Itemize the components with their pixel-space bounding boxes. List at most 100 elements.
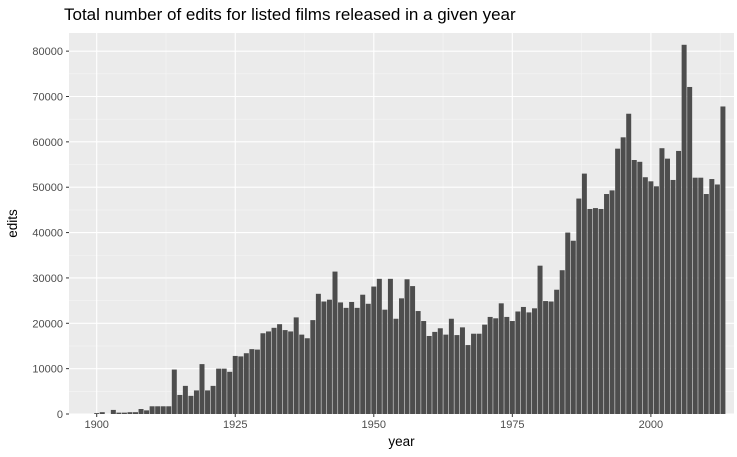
bar-1924: [227, 371, 233, 414]
bar-1910: [149, 406, 155, 414]
y-tick-label: 70000: [32, 92, 63, 104]
bar-1996: [626, 113, 632, 414]
bar-1919: [199, 364, 205, 414]
y-tick-label: 80000: [32, 46, 63, 58]
y-tick-label: 60000: [32, 137, 63, 149]
chart-title: Total number of edits for listed films r…: [64, 5, 516, 24]
bar-1982: [548, 301, 554, 414]
bar-1967: [465, 345, 471, 414]
bar-1932: [271, 327, 277, 414]
bar-1929: [254, 349, 260, 414]
bar-1977: [520, 306, 526, 414]
bar-1992: [604, 194, 610, 414]
bar-1945: [343, 307, 349, 414]
bar-2012: [714, 184, 720, 414]
bar-1964: [448, 318, 454, 414]
bar-1925: [232, 355, 238, 414]
bar-1971: [487, 316, 493, 414]
bar-1913: [166, 406, 172, 414]
bar-1901: [99, 412, 105, 414]
bar-1921: [210, 385, 216, 414]
bar-1991: [598, 208, 604, 414]
bar-1943: [332, 271, 338, 414]
bar-2007: [687, 86, 693, 414]
bar-2003: [665, 158, 670, 414]
bar-1952: [382, 309, 388, 414]
x-tick-label: 1975: [500, 419, 524, 431]
y-tick-label: 10000: [32, 364, 63, 376]
bar-1935: [288, 331, 294, 414]
bar-1930: [260, 333, 266, 414]
bar-1936: [293, 317, 299, 414]
bar-1903: [110, 409, 116, 414]
bar-1975: [509, 321, 515, 414]
bar-1917: [188, 395, 194, 414]
bar-1931: [266, 331, 271, 414]
bar-1934: [282, 330, 288, 414]
y-tick-label: 40000: [32, 228, 63, 240]
bar-1946: [349, 301, 355, 414]
bar-1961: [432, 331, 438, 414]
bar-1989: [587, 208, 593, 414]
bar-1984: [559, 270, 565, 414]
y-tick-label: 50000: [32, 182, 63, 194]
bar-1937: [299, 334, 305, 414]
bar-2002: [659, 148, 665, 414]
bar-1905: [121, 412, 127, 414]
bar-1973: [498, 303, 504, 414]
bar-1963: [443, 334, 449, 414]
x-tick-label: 1900: [84, 419, 108, 431]
bar-1998: [637, 161, 643, 414]
bar-1993: [609, 190, 615, 414]
bar-1995: [620, 137, 626, 415]
bar-1962: [437, 328, 443, 414]
bar-1956: [404, 279, 410, 414]
bar-1942: [326, 299, 332, 414]
bar-1947: [354, 307, 360, 414]
bar-2001: [653, 186, 659, 414]
bar-1959: [421, 321, 427, 414]
bar-1916: [182, 385, 188, 414]
bar-1907: [133, 412, 138, 414]
bar-1933: [277, 324, 283, 414]
bar-1997: [631, 160, 637, 414]
bar-1951: [376, 278, 382, 414]
bar-1944: [338, 302, 344, 414]
y-axis: 0 10000 20000 30000 40000 50000 60000 70000 8000…: [32, 46, 69, 421]
bar-1974: [504, 316, 510, 414]
bar-1999: [642, 177, 648, 414]
bar-1970: [482, 324, 488, 414]
x-tick-label: 1925: [223, 419, 247, 431]
bar-2008: [692, 177, 698, 414]
bar-1954: [393, 318, 399, 414]
bar-1953: [387, 278, 393, 414]
x-axis: 1900 1925 1950 1975 2000: [84, 414, 663, 431]
bar-1965: [454, 335, 460, 414]
bar-1915: [177, 394, 183, 414]
bar-1909: [144, 410, 150, 414]
y-tick-label: 0: [57, 409, 63, 421]
y-axis-title: edits: [5, 209, 20, 238]
bar-1918: [193, 390, 199, 414]
bar-2000: [648, 181, 654, 414]
bar-1940: [315, 293, 321, 414]
bar-1950: [371, 286, 377, 414]
y-tick-label: 20000: [32, 318, 63, 330]
bar-1972: [493, 318, 499, 414]
x-tick-label: 1950: [362, 419, 386, 431]
bar-1987: [576, 198, 582, 414]
bar-1912: [160, 406, 166, 414]
bar-1904: [116, 412, 122, 414]
bar-1926: [238, 356, 244, 414]
bar-1994: [615, 148, 621, 415]
bar-1969: [476, 333, 482, 414]
bar-1955: [399, 298, 404, 414]
bars: [94, 44, 726, 415]
bar-1976: [515, 311, 521, 414]
bar-2005: [676, 150, 682, 414]
bar-1911: [155, 406, 161, 414]
bar-1923: [221, 368, 227, 414]
x-axis-title: year: [388, 434, 415, 449]
bar-1914: [171, 369, 177, 414]
